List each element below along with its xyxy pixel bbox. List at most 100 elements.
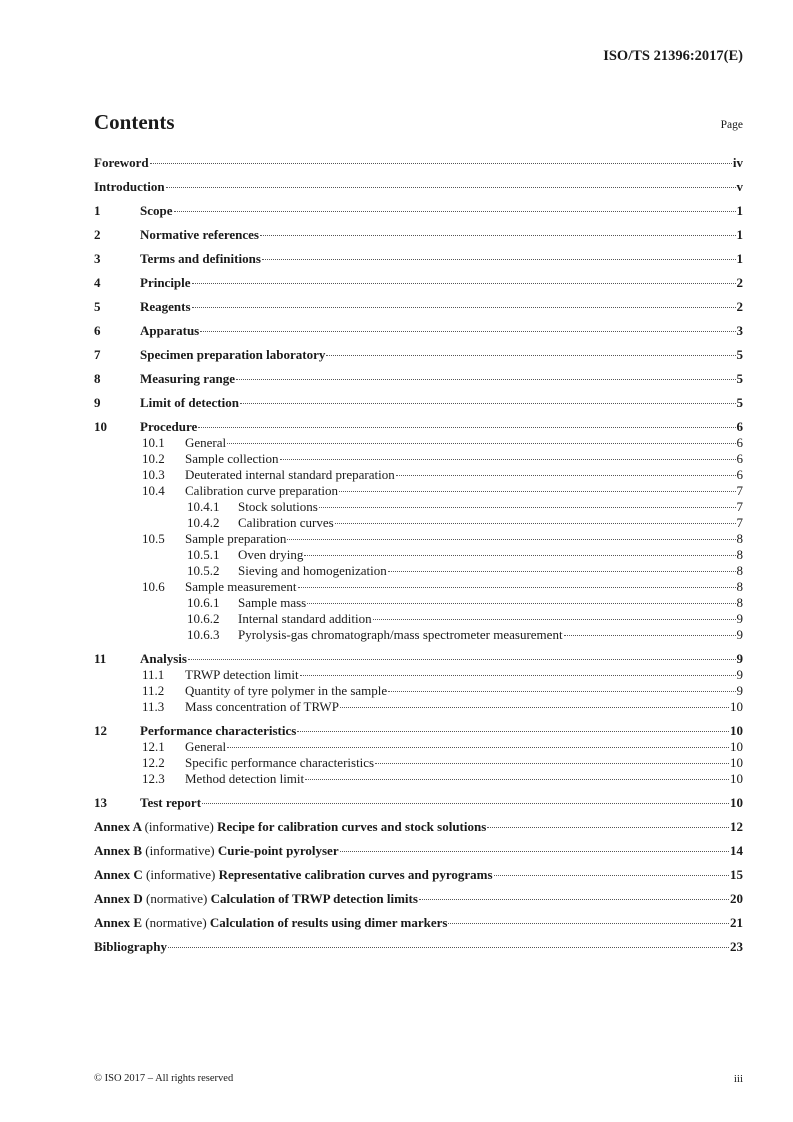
toc-entry-number: 2 (94, 227, 101, 242)
toc-entry[interactable]: 7 Specimen preparation laboratory 5 (94, 347, 743, 363)
dot-leader (487, 827, 729, 828)
toc-entry[interactable]: Bibliography 23 (94, 939, 743, 955)
toc-entry-page: iv (732, 155, 743, 170)
annex-kind: (informative) (144, 819, 214, 834)
toc-entry-number: 10.2 (142, 451, 165, 466)
annex-label: Annex B (94, 843, 143, 858)
toc-entry[interactable]: 12 Performance characteristics 10 (94, 723, 743, 739)
toc-entry-title: Introduction (94, 179, 165, 194)
toc-entry[interactable]: 10.4.2 Calibration curves 7 (94, 515, 743, 531)
toc-entry-title: Calibration curve preparation (185, 483, 339, 498)
toc-entry[interactable]: 10.6.2 Internal standard addition 9 (94, 611, 743, 627)
toc-entry-title: General (185, 739, 227, 754)
toc-entry-page: 10 (730, 771, 743, 786)
toc-entry[interactable]: 1 Scope 1 (94, 203, 743, 219)
toc-entry[interactable]: 11.1 TRWP detection limit 9 (94, 667, 743, 683)
toc-entry-number: 3 (94, 251, 101, 266)
toc-entry-title: Deuterated internal standard preparation (185, 467, 395, 482)
dot-leader (227, 747, 729, 748)
dot-leader (227, 443, 736, 444)
toc-entry[interactable]: 12.2 Specific performance characteristics… (94, 755, 743, 771)
toc-entry-title: Oven drying (238, 547, 304, 562)
toc-entry-title: Performance characteristics (140, 723, 297, 738)
toc-entry-page: 2 (736, 299, 744, 314)
toc-entry[interactable]: 13 Test report 10 (94, 795, 743, 811)
toc-entry[interactable]: 9 Limit of detection 5 (94, 395, 743, 411)
toc-entry[interactable]: 2 Normative references 1 (94, 227, 743, 243)
toc-annex-entry[interactable]: Annex A (informative) Recipe for calibra… (94, 819, 743, 835)
dot-leader (287, 539, 736, 540)
toc-entry[interactable]: 10.5.2 Sieving and homogenization 8 (94, 563, 743, 579)
dot-leader (307, 603, 736, 604)
toc-entry-number: 13 (94, 795, 107, 810)
toc-annex-entry[interactable]: Annex E (normative) Calculation of resul… (94, 915, 743, 931)
annex-kind: (informative) (146, 867, 216, 882)
dot-leader (235, 379, 736, 380)
toc-entry-page: 5 (736, 371, 744, 386)
toc-entry-title: Annex D (normative) Calculation of TRWP … (94, 891, 418, 907)
toc-entry-title: Principle (140, 275, 191, 290)
toc-entry[interactable]: 3 Terms and definitions 1 (94, 251, 743, 267)
toc-entry[interactable]: 12.3 Method detection limit 10 (94, 771, 743, 787)
toc-entry[interactable]: 10.5.1 Oven drying 8 (94, 547, 743, 563)
toc-entry[interactable]: 5 Reagents 2 (94, 299, 743, 315)
toc-entry-title: Terms and definitions (140, 251, 261, 266)
toc-entry[interactable]: 10.6 Sample measurement 8 (94, 579, 743, 595)
toc-entry-number: 10.6.2 (187, 611, 220, 626)
toc-entry-page: 3 (736, 323, 744, 338)
toc-entry[interactable]: 10.5 Sample preparation 8 (94, 531, 743, 547)
dot-leader (173, 211, 736, 212)
toc-entry-page: 12 (730, 819, 743, 834)
toc-entry-page: 9 (736, 651, 744, 666)
toc-entry[interactable]: 10.4 Calibration curve preparation 7 (94, 483, 743, 499)
toc-entry[interactable]: 11.2 Quantity of tyre polymer in the samp… (94, 683, 743, 699)
toc-entry[interactable]: 8 Measuring range 5 (94, 371, 743, 387)
dot-leader (395, 475, 736, 476)
toc-entry-title: Internal standard addition (238, 611, 372, 626)
toc-entry[interactable]: 10.4.1 Stock solutions 7 (94, 499, 743, 515)
toc-entry-number: 10.4.1 (187, 499, 220, 514)
toc-annex-entry[interactable]: Annex B (informative) Curie-point pyroly… (94, 843, 743, 859)
annex-kind: (normative) (146, 891, 208, 906)
toc-entry[interactable]: 10.2 Sample collection 6 (94, 451, 743, 467)
toc-entry[interactable]: 10.6.3 Pyrolysis-gas chromatograph/mass s… (94, 627, 743, 643)
toc-entry[interactable]: 4 Principle 2 (94, 275, 743, 291)
toc-entry-page: 9 (736, 611, 744, 626)
toc-entry[interactable]: 10 Procedure 6 (94, 419, 743, 435)
toc-entry-number: 10.5.2 (187, 563, 220, 578)
toc-entry[interactable]: 10.1 General 6 (94, 435, 743, 451)
annex-title: Representative calibration curves and py… (218, 867, 493, 882)
toc-entry-page: 10 (730, 795, 743, 810)
toc-entry-title: Stock solutions (238, 499, 318, 514)
page-title: Contents (94, 110, 175, 134)
copyright-notice: © ISO 2017 – All rights reserved (94, 1073, 234, 1084)
toc-entry-title: Annex A (informative) Recipe for calibra… (94, 819, 486, 835)
toc-entry[interactable]: Introduction v (94, 179, 743, 195)
toc-annex-entry[interactable]: Annex D (normative) Calculation of TRWP … (94, 891, 743, 907)
toc-entry-number: 1 (94, 203, 101, 218)
toc-entry-title: Analysis (140, 651, 187, 666)
toc-entry-number: 10 (94, 419, 107, 434)
toc-entry-number: 10.5.1 (187, 547, 220, 562)
toc-entry-title: Sample mass (238, 595, 307, 610)
toc-entry-page: 1 (736, 203, 744, 218)
toc-entry[interactable]: 12.1 General 10 (94, 739, 743, 755)
toc-entry-page: 20 (730, 891, 743, 906)
annex-title: Calculation of results using dimer marke… (209, 915, 448, 930)
toc-entry-title: Annex B (informative) Curie-point pyroly… (94, 843, 339, 859)
toc-entry[interactable]: 11.3 Mass concentration of TRWP 10 (94, 699, 743, 715)
toc-entry-page: 7 (736, 483, 744, 498)
dot-leader (260, 235, 736, 236)
toc-entry[interactable]: 10.3 Deuterated internal standard prepara… (94, 467, 743, 483)
dot-leader (372, 619, 736, 620)
toc-entry-title: Apparatus (140, 323, 200, 338)
toc-entry[interactable]: 11 Analysis 9 (94, 651, 743, 667)
toc-entry-title: Test report (140, 795, 202, 810)
toc-entry-page: 23 (730, 939, 743, 954)
toc-entry[interactable]: 6 Apparatus 3 (94, 323, 743, 339)
toc-entry[interactable]: Foreword iv (94, 155, 743, 171)
toc-annex-entry[interactable]: Annex C (informative) Representative cal… (94, 867, 743, 883)
dot-leader (198, 427, 736, 428)
toc-entry-title: Specific performance characteristics (185, 755, 375, 770)
toc-entry[interactable]: 10.6.1 Sample mass 8 (94, 595, 743, 611)
